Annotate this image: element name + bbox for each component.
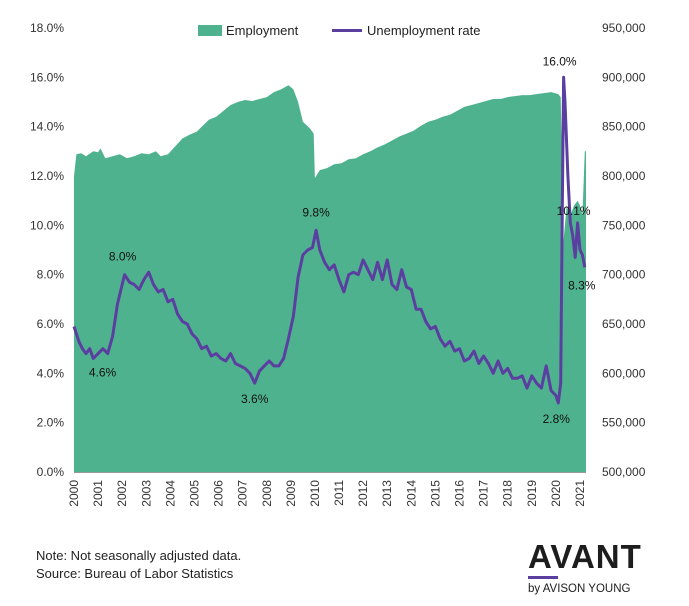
employment-area	[74, 85, 586, 472]
left-axis-tick-label: 4.0%	[37, 366, 65, 380]
right-axis-tick-label: 600,000	[602, 366, 646, 380]
x-axis-tick-label: 2016	[453, 480, 467, 507]
right-axis-tick-label: 800,000	[602, 169, 646, 183]
x-axis: 2000 2001 2002 2003 2004 2005 2006 2007 2008 2009…	[67, 472, 587, 507]
legend-swatch-employment	[198, 25, 222, 36]
right-axis-tick-label: 850,000	[602, 120, 646, 134]
data-label: 2.8%	[543, 412, 571, 426]
footnote-note: Note: Not seasonally adjusted data.	[36, 548, 242, 563]
x-axis-tick-label: 2009	[284, 480, 298, 507]
x-axis-tick-label: 2010	[308, 480, 322, 507]
left-y-axis: 0.0% 2.0% 4.0% 6.0% 8.0% 10.0% 12.0% 14.0% 16.0%…	[30, 21, 64, 479]
chart-legend: Employment Unemployment rate	[198, 23, 480, 38]
right-axis-tick-label: 700,000	[602, 268, 646, 282]
data-label: 8.0%	[109, 250, 137, 264]
x-axis-tick-label: 2000	[67, 480, 81, 507]
left-axis-tick-label: 8.0%	[37, 268, 65, 282]
x-axis-tick-label: 2003	[139, 480, 153, 507]
left-axis-tick-label: 2.0%	[37, 416, 65, 430]
x-axis-tick-label: 2005	[188, 480, 202, 507]
left-axis-tick-label: 10.0%	[30, 218, 64, 232]
data-label: 4.6%	[89, 366, 117, 380]
legend-label-unemployment: Unemployment rate	[367, 23, 480, 38]
right-y-axis: 500,000 550,000 600,000 650,000 700,000 750,0…	[602, 21, 646, 479]
x-axis-tick-label: 2011	[332, 480, 346, 506]
x-axis-tick-label: 2017	[477, 480, 491, 507]
left-axis-tick-label: 12.0%	[30, 169, 64, 183]
x-axis-tick-label: 2001	[91, 480, 105, 507]
employment-area-layer	[74, 85, 586, 472]
x-axis-tick-label: 2007	[236, 480, 250, 507]
x-axis-tick-label: 2018	[501, 480, 515, 507]
right-axis-tick-label: 550,000	[602, 416, 646, 430]
left-axis-tick-label: 0.0%	[37, 465, 65, 479]
x-axis-tick-label: 2008	[260, 480, 274, 507]
data-label: 3.6%	[241, 392, 269, 406]
brand-subtitle: by AVISON YOUNG	[528, 583, 631, 595]
x-axis-tick-label: 2014	[404, 480, 418, 507]
legend-label-employment: Employment	[226, 23, 299, 38]
right-axis-tick-label: 650,000	[602, 317, 646, 331]
left-axis-tick-label: 14.0%	[30, 120, 64, 134]
x-axis-tick-label: 2006	[212, 480, 226, 507]
x-axis-tick-label: 2002	[115, 480, 129, 507]
left-axis-tick-label: 16.0%	[30, 70, 64, 84]
x-axis-tick-label: 2012	[356, 480, 370, 507]
footnote-source: Source: Bureau of Labor Statistics	[36, 566, 234, 581]
right-axis-tick-label: 500,000	[602, 465, 646, 479]
data-label: 9.8%	[302, 205, 330, 219]
data-label: 8.3%	[568, 278, 596, 292]
left-axis-tick-label: 18.0%	[30, 21, 64, 35]
right-axis-tick-label: 900,000	[602, 70, 646, 84]
left-axis-tick-label: 6.0%	[37, 317, 65, 331]
data-label: 16.0%	[543, 54, 577, 68]
unemployment-rate-line	[72, 75, 587, 405]
right-axis-tick-label: 750,000	[602, 218, 646, 232]
x-axis-tick-label: 2020	[549, 480, 563, 507]
right-axis-tick-label: 950,000	[602, 21, 646, 35]
x-axis-tick-label: 2004	[163, 480, 177, 507]
brand-name: AVANT	[528, 538, 642, 575]
x-axis-tick-label: 2021	[573, 480, 587, 507]
brand-logo: AVANT by AVISON YOUNG	[528, 540, 658, 595]
x-axis-tick-label: 2015	[428, 480, 442, 507]
brand-underline	[528, 576, 558, 579]
x-axis-tick-label: 2013	[380, 480, 394, 507]
annotation-layer: 4.6% 8.0% 3.6% 9.8% 2.8% 16.0% 10.1% 8.3%	[89, 54, 596, 426]
chart: Employment Unemployment rate 4.6% 8.0% 3.6…	[30, 21, 646, 507]
x-axis-tick-label: 2019	[525, 480, 539, 507]
data-label: 10.1%	[557, 204, 591, 218]
unemployment-line-layer	[72, 75, 587, 405]
